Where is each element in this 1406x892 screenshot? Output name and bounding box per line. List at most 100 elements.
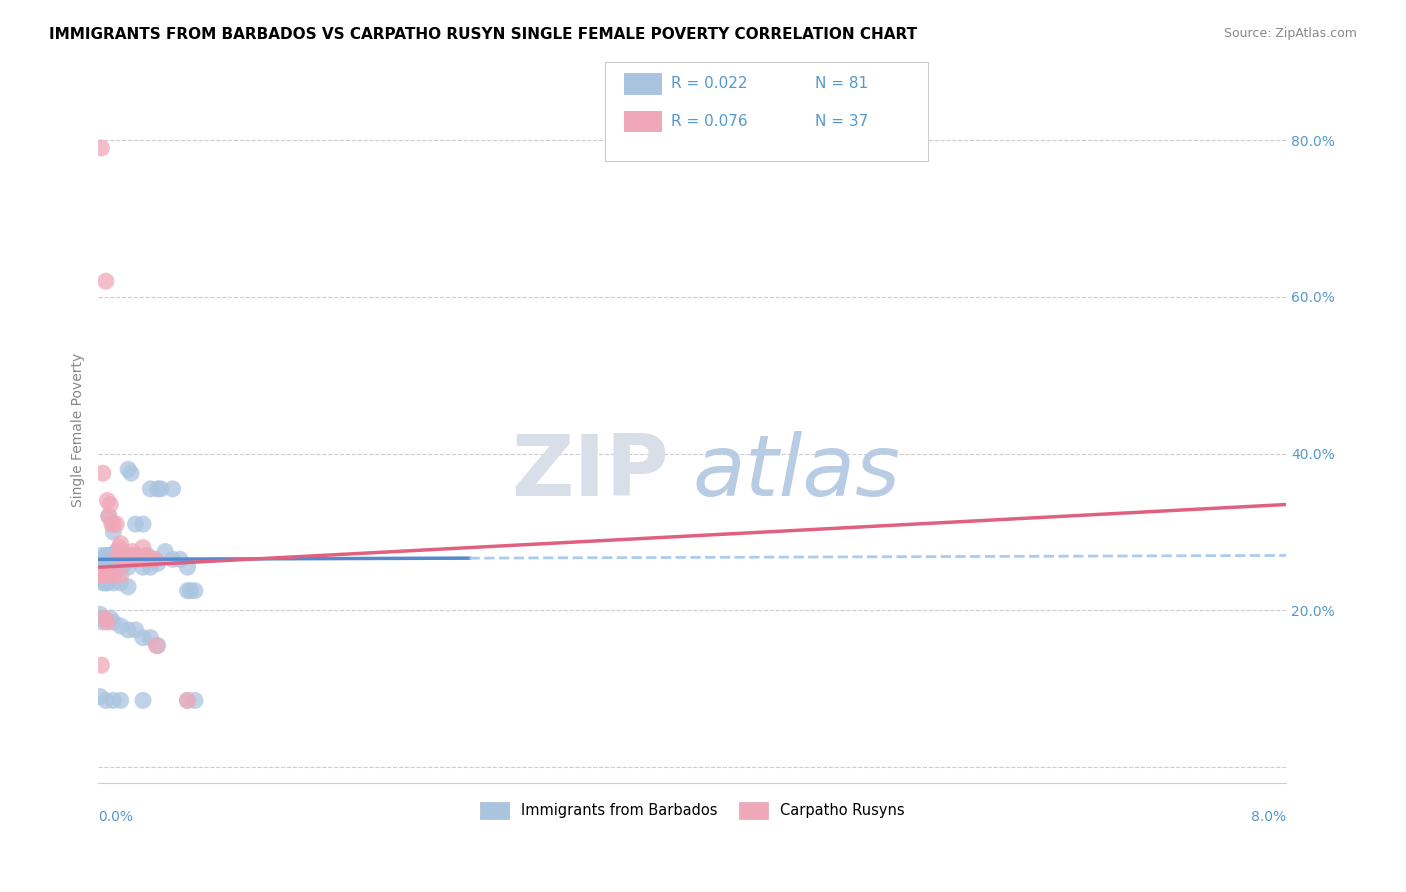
Point (112, 552, 135, 566)
Point (98, 611, 121, 625)
Point (90, 658, 112, 673)
Point (103, 615, 125, 629)
Point (146, 556, 169, 570)
Point (135, 552, 157, 566)
Point (96, 615, 118, 629)
Point (117, 552, 139, 566)
Point (114, 549, 136, 563)
Text: atlas: atlas (692, 431, 900, 514)
Point (90, 568, 112, 582)
Point (132, 552, 155, 566)
Point (97, 509, 120, 524)
Point (91, 568, 114, 582)
Point (132, 560, 155, 574)
Y-axis label: Single Female Poverty: Single Female Poverty (72, 353, 86, 508)
Point (132, 541, 155, 555)
Point (89, 568, 111, 582)
Point (110, 575, 132, 590)
Point (132, 631, 155, 645)
Text: Source: ZipAtlas.com: Source: ZipAtlas.com (1223, 27, 1357, 40)
Text: 0.0%: 0.0% (98, 810, 134, 824)
Point (176, 583, 198, 598)
Point (117, 552, 139, 566)
Point (146, 482, 169, 496)
Point (98, 568, 121, 582)
Point (94, 274, 117, 288)
Point (91, 615, 114, 629)
Point (143, 552, 166, 566)
Point (90, 549, 112, 563)
Point (139, 482, 162, 496)
Point (94, 693, 117, 707)
Point (103, 693, 125, 707)
Point (105, 552, 128, 566)
Point (117, 560, 139, 574)
Point (176, 693, 198, 707)
Point (111, 549, 134, 563)
Point (139, 552, 162, 566)
Point (112, 549, 135, 563)
Point (117, 623, 139, 637)
Point (90, 141, 112, 155)
Point (89, 607, 111, 622)
Point (136, 549, 159, 563)
Point (107, 549, 129, 563)
Point (103, 568, 125, 582)
Point (103, 524, 125, 539)
Point (149, 482, 172, 496)
Point (138, 552, 160, 566)
Text: R = 0.076: R = 0.076 (671, 114, 747, 128)
Point (124, 517, 146, 532)
Point (155, 544, 177, 558)
Point (176, 693, 198, 707)
Point (110, 693, 132, 707)
Point (98, 498, 121, 512)
Point (120, 466, 142, 480)
Point (103, 575, 125, 590)
Point (110, 556, 132, 570)
Point (91, 568, 114, 582)
Text: ZIP: ZIP (510, 431, 668, 514)
Point (96, 493, 118, 508)
Point (98, 549, 121, 563)
Point (122, 549, 145, 563)
Point (139, 552, 162, 566)
Point (124, 623, 146, 637)
Point (110, 568, 132, 582)
Point (93, 572, 115, 586)
Point (139, 631, 162, 645)
Point (111, 544, 134, 558)
Point (143, 552, 166, 566)
Point (110, 560, 132, 574)
Point (169, 552, 191, 566)
Point (103, 560, 125, 574)
Point (184, 693, 207, 707)
Text: IMMIGRANTS FROM BARBADOS VS CARPATHO RUSYN SINGLE FEMALE POVERTY CORRELATION CHA: IMMIGRANTS FROM BARBADOS VS CARPATHO RUS… (49, 27, 917, 42)
Point (91, 575, 114, 590)
Point (110, 619, 132, 633)
Point (101, 552, 124, 566)
Point (124, 552, 146, 566)
Point (125, 552, 148, 566)
Point (101, 517, 124, 532)
Point (135, 549, 157, 563)
Point (90, 611, 112, 625)
Point (91, 466, 114, 480)
Point (94, 560, 117, 574)
Point (107, 549, 129, 563)
Point (108, 552, 131, 566)
Point (114, 549, 136, 563)
Point (121, 552, 143, 566)
Point (103, 556, 125, 570)
Point (139, 560, 162, 574)
Point (124, 549, 146, 563)
Point (114, 556, 136, 570)
Point (121, 544, 143, 558)
Text: N = 81: N = 81 (815, 77, 869, 91)
Text: 8.0%: 8.0% (1251, 810, 1286, 824)
Point (117, 580, 139, 594)
Point (162, 482, 184, 496)
Point (120, 549, 142, 563)
Point (176, 560, 198, 574)
Point (132, 517, 155, 532)
